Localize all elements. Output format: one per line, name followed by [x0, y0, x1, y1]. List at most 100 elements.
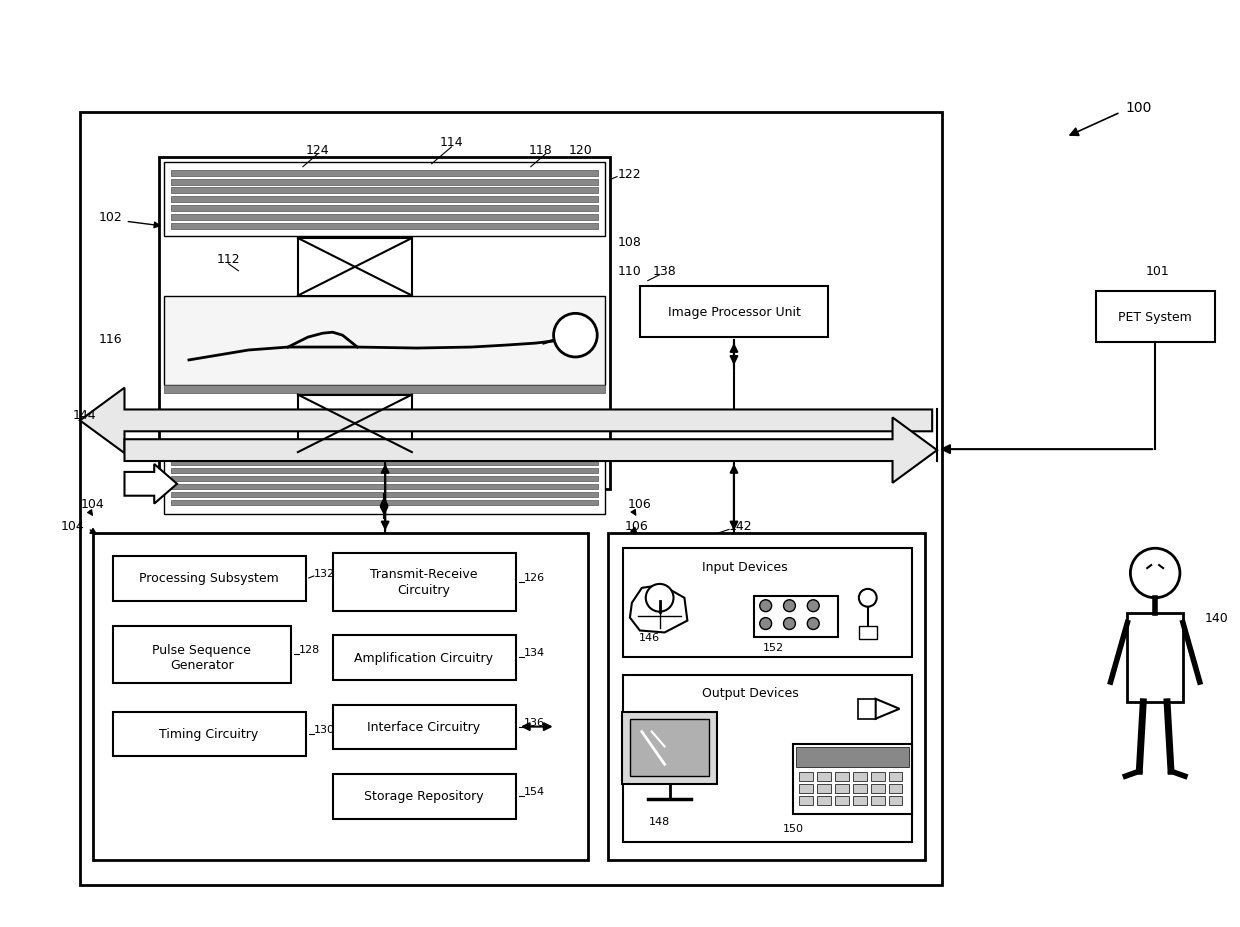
Text: 110: 110	[618, 265, 642, 278]
Bar	[796, 747, 909, 768]
Text: 130: 130	[314, 724, 335, 734]
Bar	[800, 784, 813, 794]
Text: 124: 124	[306, 145, 330, 158]
Bar	[332, 553, 516, 611]
Text: 144: 144	[73, 409, 97, 422]
Text: 112: 112	[217, 253, 241, 266]
Bar	[171, 492, 598, 497]
Bar	[817, 796, 831, 805]
Bar	[800, 772, 813, 781]
Polygon shape	[79, 388, 932, 453]
Bar	[171, 188, 598, 195]
Text: 126: 126	[523, 572, 546, 582]
Circle shape	[553, 314, 598, 358]
Bar	[164, 386, 605, 393]
Text: Output Devices: Output Devices	[702, 687, 799, 700]
Bar	[171, 197, 598, 203]
Bar	[298, 395, 412, 452]
Text: Transmit-Receive: Transmit-Receive	[370, 568, 477, 581]
Circle shape	[784, 600, 795, 612]
Bar	[171, 461, 598, 465]
Text: 106: 106	[627, 498, 652, 511]
Text: 101: 101	[1146, 265, 1169, 278]
Bar	[113, 556, 306, 601]
Bar	[835, 772, 849, 781]
Polygon shape	[622, 712, 717, 784]
Bar	[889, 772, 903, 781]
Text: 140: 140	[1205, 612, 1229, 625]
Bar	[754, 596, 838, 638]
Bar	[853, 784, 867, 794]
Bar	[171, 206, 598, 212]
Circle shape	[807, 600, 820, 612]
Bar	[298, 239, 412, 297]
Bar	[171, 501, 598, 505]
Bar	[332, 636, 516, 680]
Bar	[622, 549, 913, 657]
Bar	[164, 162, 605, 236]
Bar	[889, 796, 903, 805]
Bar	[113, 712, 306, 756]
Bar	[171, 215, 598, 221]
Bar	[817, 784, 831, 794]
Text: Timing Circuitry: Timing Circuitry	[159, 728, 258, 741]
Circle shape	[646, 584, 673, 612]
Text: 100: 100	[1126, 101, 1152, 115]
Text: 122: 122	[618, 168, 641, 181]
Bar	[858, 699, 875, 719]
Text: 146: 146	[639, 633, 660, 642]
Bar	[835, 796, 849, 805]
Text: 142: 142	[729, 519, 753, 532]
Text: Processing Subsystem: Processing Subsystem	[139, 572, 279, 585]
Bar	[171, 224, 598, 230]
Bar	[870, 796, 884, 805]
Bar	[332, 774, 516, 819]
Bar	[889, 784, 903, 794]
Bar	[113, 626, 291, 683]
Bar	[164, 454, 605, 514]
Bar	[171, 468, 598, 474]
Bar	[93, 534, 588, 860]
Polygon shape	[124, 464, 177, 504]
Bar	[171, 180, 598, 185]
Text: Amplification Circuitry: Amplification Circuitry	[355, 651, 494, 664]
Text: 138: 138	[652, 265, 677, 278]
Text: Image Processor Unit: Image Processor Unit	[667, 306, 800, 319]
Circle shape	[807, 618, 820, 629]
Text: Storage Repository: Storage Repository	[365, 790, 484, 803]
Polygon shape	[630, 585, 687, 633]
Polygon shape	[630, 719, 709, 776]
Bar	[794, 744, 913, 814]
Bar	[622, 676, 913, 842]
Text: 150: 150	[782, 823, 804, 832]
Text: 136: 136	[523, 717, 544, 727]
Bar	[171, 484, 598, 489]
Circle shape	[1131, 549, 1180, 598]
Text: 132: 132	[314, 568, 335, 578]
Text: 116: 116	[99, 332, 123, 345]
Text: Pulse Sequence: Pulse Sequence	[153, 643, 252, 656]
Text: 152: 152	[763, 642, 784, 653]
Circle shape	[784, 618, 795, 629]
Bar	[870, 772, 884, 781]
Circle shape	[760, 618, 771, 629]
Bar	[79, 113, 942, 885]
Bar	[1127, 613, 1183, 702]
Bar	[171, 476, 598, 481]
Bar	[159, 158, 610, 489]
Text: Input Devices: Input Devices	[702, 560, 787, 573]
Bar	[853, 796, 867, 805]
Circle shape	[760, 600, 771, 612]
Text: PET System: PET System	[1118, 311, 1192, 324]
Bar	[640, 286, 828, 337]
Text: 128: 128	[299, 644, 320, 654]
Text: 106: 106	[625, 519, 649, 532]
Bar	[332, 705, 516, 750]
Polygon shape	[124, 418, 937, 483]
Circle shape	[859, 590, 877, 607]
Text: 114: 114	[440, 136, 464, 149]
Text: 134: 134	[523, 648, 546, 657]
Text: 104: 104	[61, 519, 84, 532]
Bar	[800, 796, 813, 805]
Text: Circuitry: Circuitry	[397, 584, 450, 597]
